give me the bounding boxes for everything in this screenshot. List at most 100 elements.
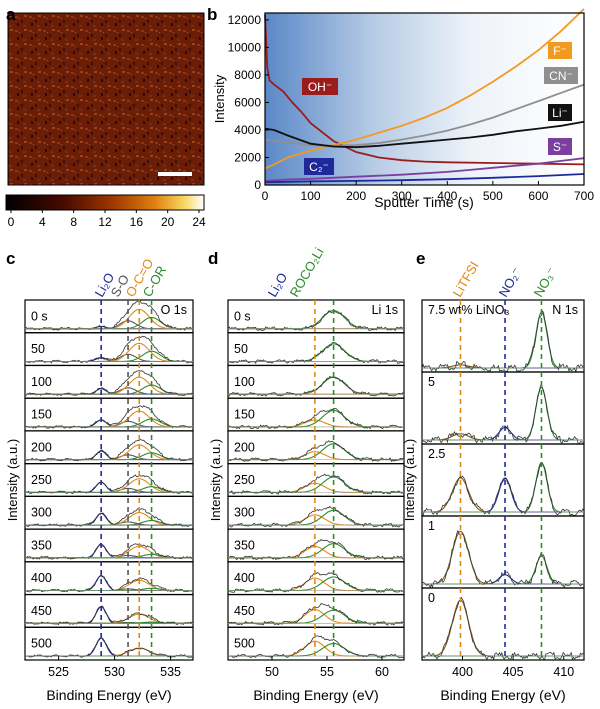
x-tick-label: 530 [104,665,125,679]
series-line-c2 [264,173,585,184]
x-tick-label: 0 [262,189,269,203]
panel-e: LiTFSI NO₂⁻ NO₃⁻ 7.5 wt% LiNO₃ 5 2.5 1 0 N 1s 400… [402,259,585,703]
stack-label-bg [232,571,258,586]
fit-component [422,386,584,441]
x-tick-label: 405 [503,665,524,679]
peak-label-1: NO₂⁻ [496,265,525,300]
stack-label: 250 [234,473,255,487]
raw-spectrum [24,637,194,658]
x-tick-label: 55 [320,665,334,679]
spectrum-title: O 1s [161,303,187,317]
stack-label: 5 [428,375,435,389]
series-label-li: Li⁻ [552,106,568,120]
series-label-cn: CN⁻ [549,69,573,83]
stack-row-frame [227,626,405,661]
stack-label-bg [232,440,258,455]
stack-label: 50 [31,342,45,356]
raw-spectrum [421,596,585,662]
raw-spectrum [227,473,405,495]
stack-label-bg [29,538,55,553]
stack-label: 200 [31,440,52,454]
y-tick-label: 0 [254,178,261,192]
stack-label: 250 [31,473,52,487]
stack-label-bg [29,407,55,422]
stack-row-frame [421,515,585,589]
x-tick-label: 600 [528,189,548,203]
peak-label-0: Li₂O [265,270,291,299]
raw-spectrum [227,572,405,593]
stack-label: 350 [31,538,52,552]
x-tick-label: 500 [483,189,503,203]
x-tick-label: 535 [160,665,181,679]
series-label-f: F⁻ [553,44,567,58]
stack-label-bg [29,571,55,586]
raw-spectrum [421,529,585,589]
raw-spectrum [227,506,405,528]
raw-spectrum [24,405,194,429]
stack-label: 500 [31,637,52,651]
stack-label: 300 [234,506,255,520]
tof-sims-map [7,12,205,186]
series-label-box-s [548,138,572,155]
raw-spectrum [24,439,194,462]
y-axis-label: Intensity (a.u.) [5,439,20,521]
panel-letter-e: e [416,249,425,268]
colorbar-tick-label: 8 [70,215,77,229]
raw-spectrum [421,382,585,445]
stack-label-bg [232,538,258,553]
x-tick-label: 700 [574,189,594,203]
fit-component [25,553,193,559]
y-tick-label: 8000 [234,68,261,82]
stack-label: 500 [234,637,255,651]
stack-label-bg [232,407,258,422]
series-line-f [264,8,585,170]
y-axis-label: Intensity [212,74,227,123]
raw-spectrum [421,310,585,374]
stack-label: 0 s [31,309,48,323]
stack-label-bg [426,447,452,461]
series-label-c2: C₂⁻ [309,160,329,174]
fit-component [422,555,584,585]
stack-label: 100 [31,375,52,389]
colorbar-tick-label: 0 [8,215,15,229]
series-label-box-f [548,42,572,59]
colorbar-tick-label: 12 [98,215,112,229]
colorbar [5,194,205,211]
stack-label: 0 s [234,309,251,323]
series-line-s [264,157,585,182]
stack-label-bg [29,374,55,389]
y-tick-label: 12000 [228,13,262,27]
series-line-oh [264,14,585,166]
panel-letter-b: b [207,5,217,24]
raw-spectrum [421,462,585,516]
fit-component [422,530,584,585]
x-tick-label: 100 [301,189,321,203]
stack-label-bg [232,342,251,357]
fit-component [422,477,584,513]
series-label-box-cn [544,67,578,84]
raw-spectrum [25,542,194,560]
series-label-box-c2 [304,158,334,175]
raw-spectrum [24,300,194,331]
raw-spectrum [24,508,194,527]
stack-label-bg [29,342,48,357]
panel-letter-a: a [6,5,16,24]
series-label-box-oh [302,78,338,95]
y-tick-label: 10000 [228,40,262,54]
raw-spectrum [24,335,194,364]
panel-letter-d: d [208,249,218,268]
stack-label-bg [426,519,438,533]
stack-label-bg [232,603,258,618]
raw-spectrum [227,440,405,462]
stack-label: 2.5 [428,447,445,461]
series-line-li [264,120,585,149]
sputter-background [265,13,584,185]
scale-bar [158,172,192,176]
colorbar-tick-label: 16 [130,215,144,229]
raw-spectrum [227,341,405,364]
spectrum-title: N 1s [552,303,578,317]
raw-spectrum [24,605,194,626]
peak-label-2: NO₃⁻ [531,265,560,300]
